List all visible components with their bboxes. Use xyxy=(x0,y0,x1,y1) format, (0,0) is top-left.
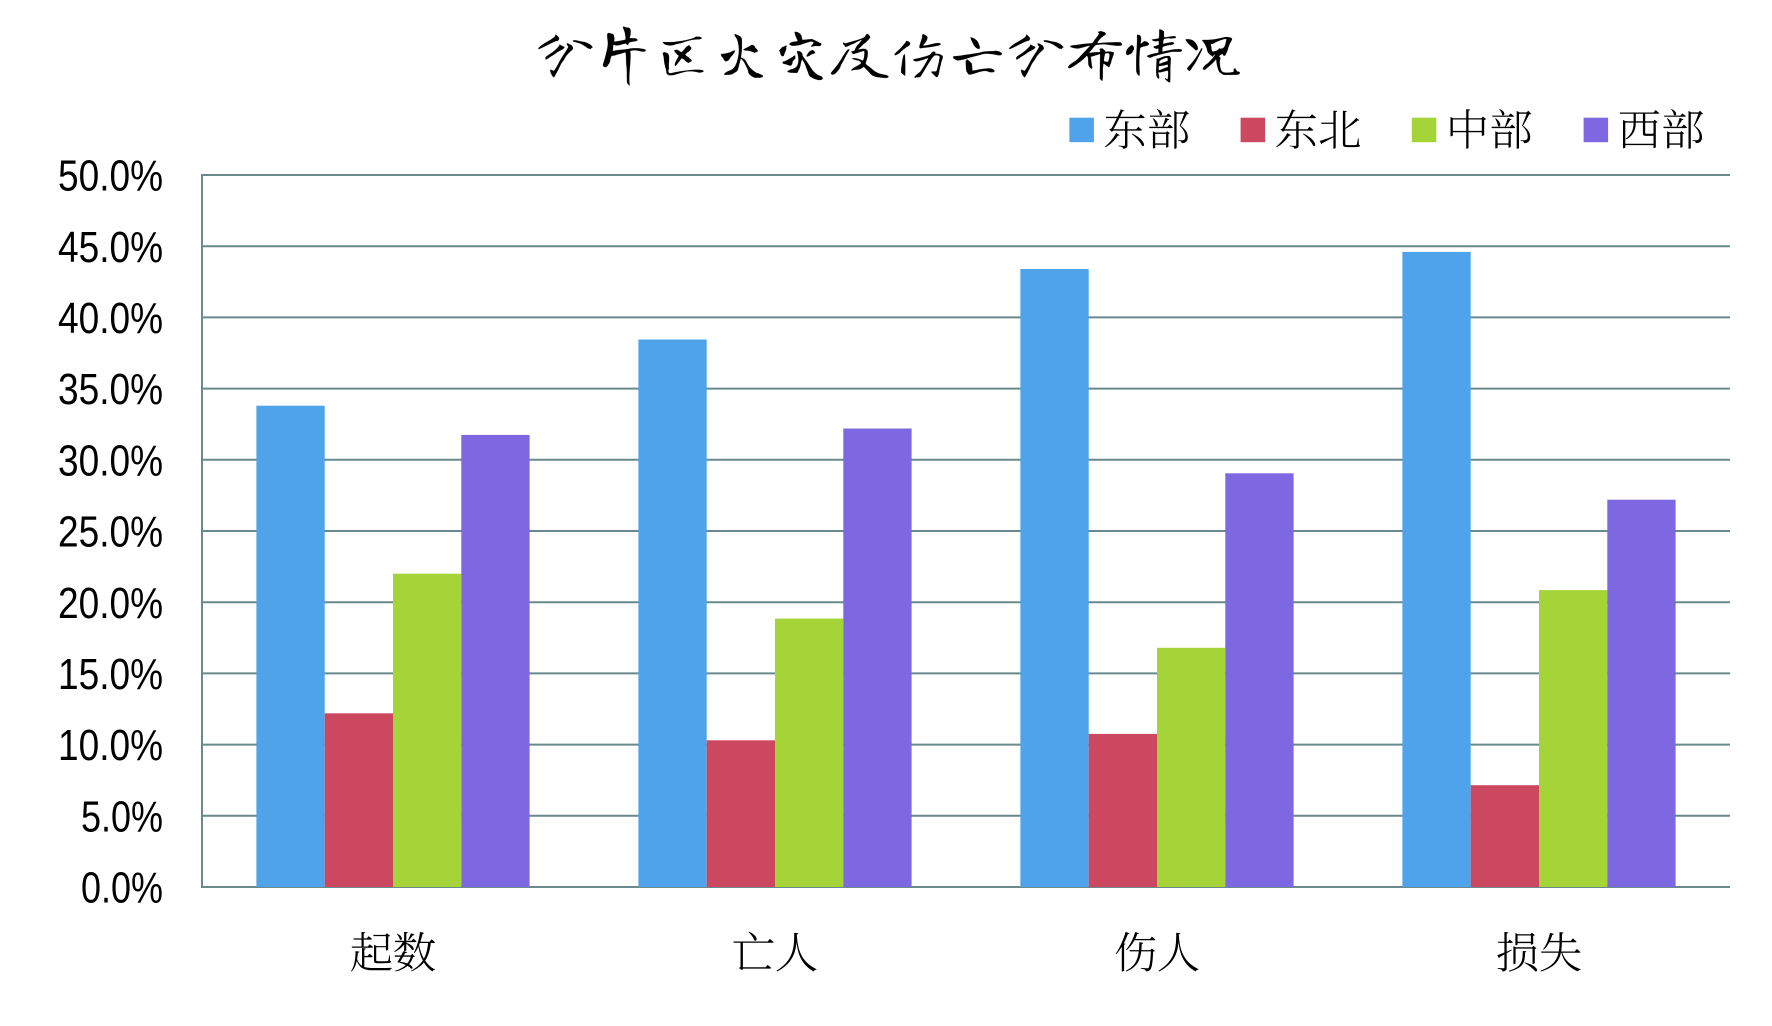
svg-text:5.0%: 5.0% xyxy=(81,792,163,841)
svg-text:45.0%: 45.0% xyxy=(58,223,163,272)
svg-text:35.0%: 35.0% xyxy=(58,365,163,414)
svg-text:30.0%: 30.0% xyxy=(58,436,163,485)
svg-text:10.0%: 10.0% xyxy=(58,721,163,770)
svg-text:40.0%: 40.0% xyxy=(58,294,163,343)
svg-text:0.0%: 0.0% xyxy=(81,864,163,913)
svg-text:50.0%: 50.0% xyxy=(58,152,163,201)
svg-text:20.0%: 20.0% xyxy=(58,579,163,628)
svg-text:15.0%: 15.0% xyxy=(58,650,163,699)
svg-text:25.0%: 25.0% xyxy=(58,508,163,557)
